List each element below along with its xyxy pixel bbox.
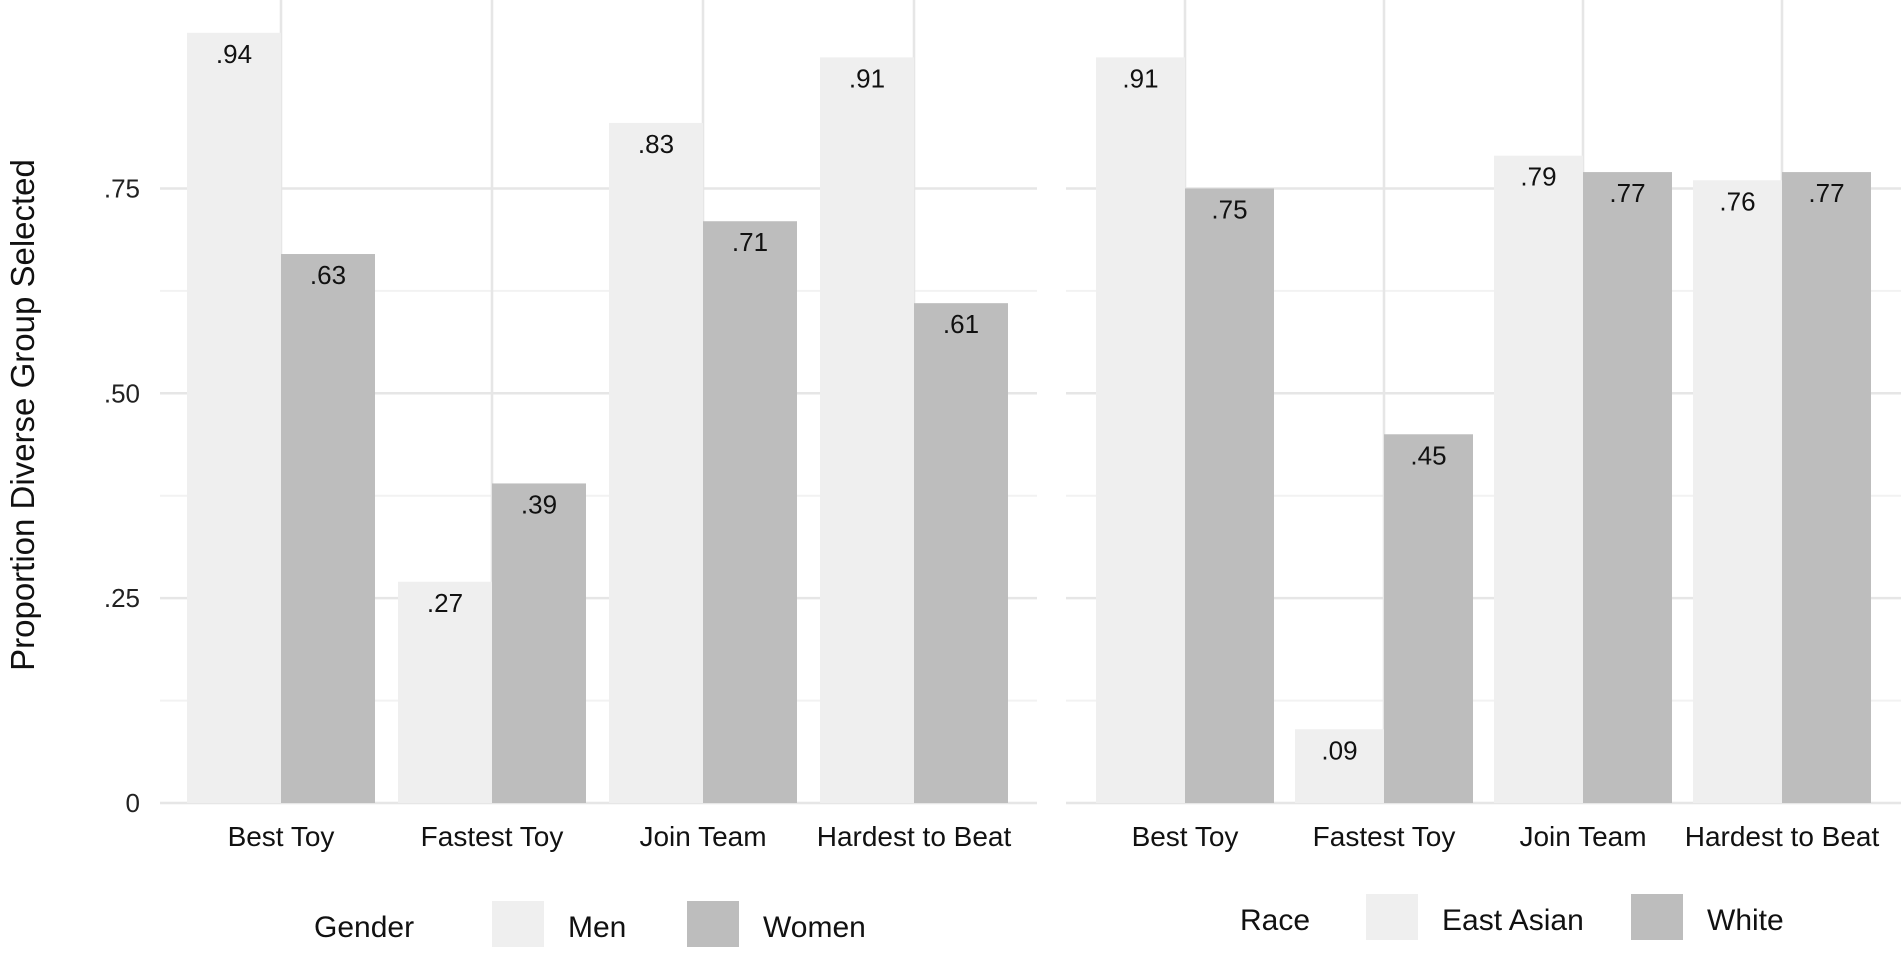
- data-label: .61: [943, 309, 979, 339]
- data-label: .39: [521, 489, 557, 519]
- legend: Gender Men Women: [314, 901, 866, 947]
- x-tick-label: Join Team: [1519, 821, 1646, 852]
- chart-panel-1: 0 .25 .50 .75 .94 .27 .83 .91 .63 .39 .71 .61 Best T…: [104, 0, 1037, 947]
- legend-label: White: [1707, 904, 1784, 937]
- bar-east-asian-3: [1494, 155, 1583, 804]
- bar-white-2: [1384, 434, 1473, 803]
- legend-label: Men: [568, 911, 626, 944]
- x-tick-label: Best Toy: [1132, 821, 1239, 852]
- x-tick-label: Fastest Toy: [1313, 821, 1456, 852]
- y-tick-label: .50: [104, 378, 140, 408]
- bar-men-3: [609, 122, 703, 804]
- data-label: .71: [732, 227, 768, 257]
- data-label: .75: [1211, 194, 1247, 224]
- y-tick-label: 0: [126, 788, 140, 818]
- x-tick-label: Join Team: [639, 821, 766, 852]
- legend-swatch: [492, 901, 544, 947]
- data-label: .76: [1719, 186, 1755, 216]
- bar-men-1: [187, 32, 281, 803]
- data-label: .83: [638, 129, 674, 159]
- chart-panel-2: .91 .09 .79 .76 .75 .45 .77 .77 Best Toy Fastest …: [1066, 0, 1901, 940]
- data-label: .94: [216, 39, 252, 69]
- legend-label: East Asian: [1442, 904, 1584, 937]
- bar-women-3: [703, 221, 797, 804]
- legend-swatch: [687, 901, 739, 947]
- bar-men-4: [820, 57, 914, 804]
- data-label: .79: [1520, 162, 1556, 192]
- bar-east-asian-2: [1295, 729, 1384, 803]
- bar-white-3: [1583, 172, 1672, 804]
- y-tick-label: .75: [104, 173, 140, 203]
- legend-title: Race: [1240, 904, 1310, 937]
- x-tick-label: Fastest Toy: [421, 821, 564, 852]
- bar-women-4: [914, 303, 1008, 803]
- x-tick-label: Hardest to Beat: [817, 821, 1012, 852]
- data-label: .45: [1410, 440, 1446, 470]
- legend-label: Women: [763, 911, 866, 944]
- y-tick-label: .25: [104, 583, 140, 613]
- data-label: .63: [310, 260, 346, 290]
- bar-east-asian-4: [1693, 180, 1782, 803]
- legend: Race East Asian White: [1240, 894, 1784, 940]
- bar-women-2: [492, 483, 586, 803]
- bar-women-1: [281, 254, 375, 804]
- data-label: .91: [849, 63, 885, 93]
- x-tick-label: Hardest to Beat: [1685, 821, 1880, 852]
- bar-white-1: [1185, 188, 1274, 804]
- data-label: .09: [1321, 735, 1357, 765]
- bar-men-2: [398, 581, 492, 803]
- data-label: .27: [427, 588, 463, 618]
- y-axis-label: Proportion Diverse Group Selected: [4, 159, 41, 671]
- data-label: .91: [1122, 63, 1158, 93]
- legend-title: Gender: [314, 911, 414, 944]
- bar-east-asian-1: [1096, 57, 1185, 804]
- bar-white-4: [1782, 172, 1871, 804]
- x-tick-label: Best Toy: [228, 821, 335, 852]
- data-label: .77: [1609, 178, 1645, 208]
- legend-swatch: [1366, 894, 1418, 940]
- legend-swatch: [1631, 894, 1683, 940]
- data-label: .77: [1808, 178, 1844, 208]
